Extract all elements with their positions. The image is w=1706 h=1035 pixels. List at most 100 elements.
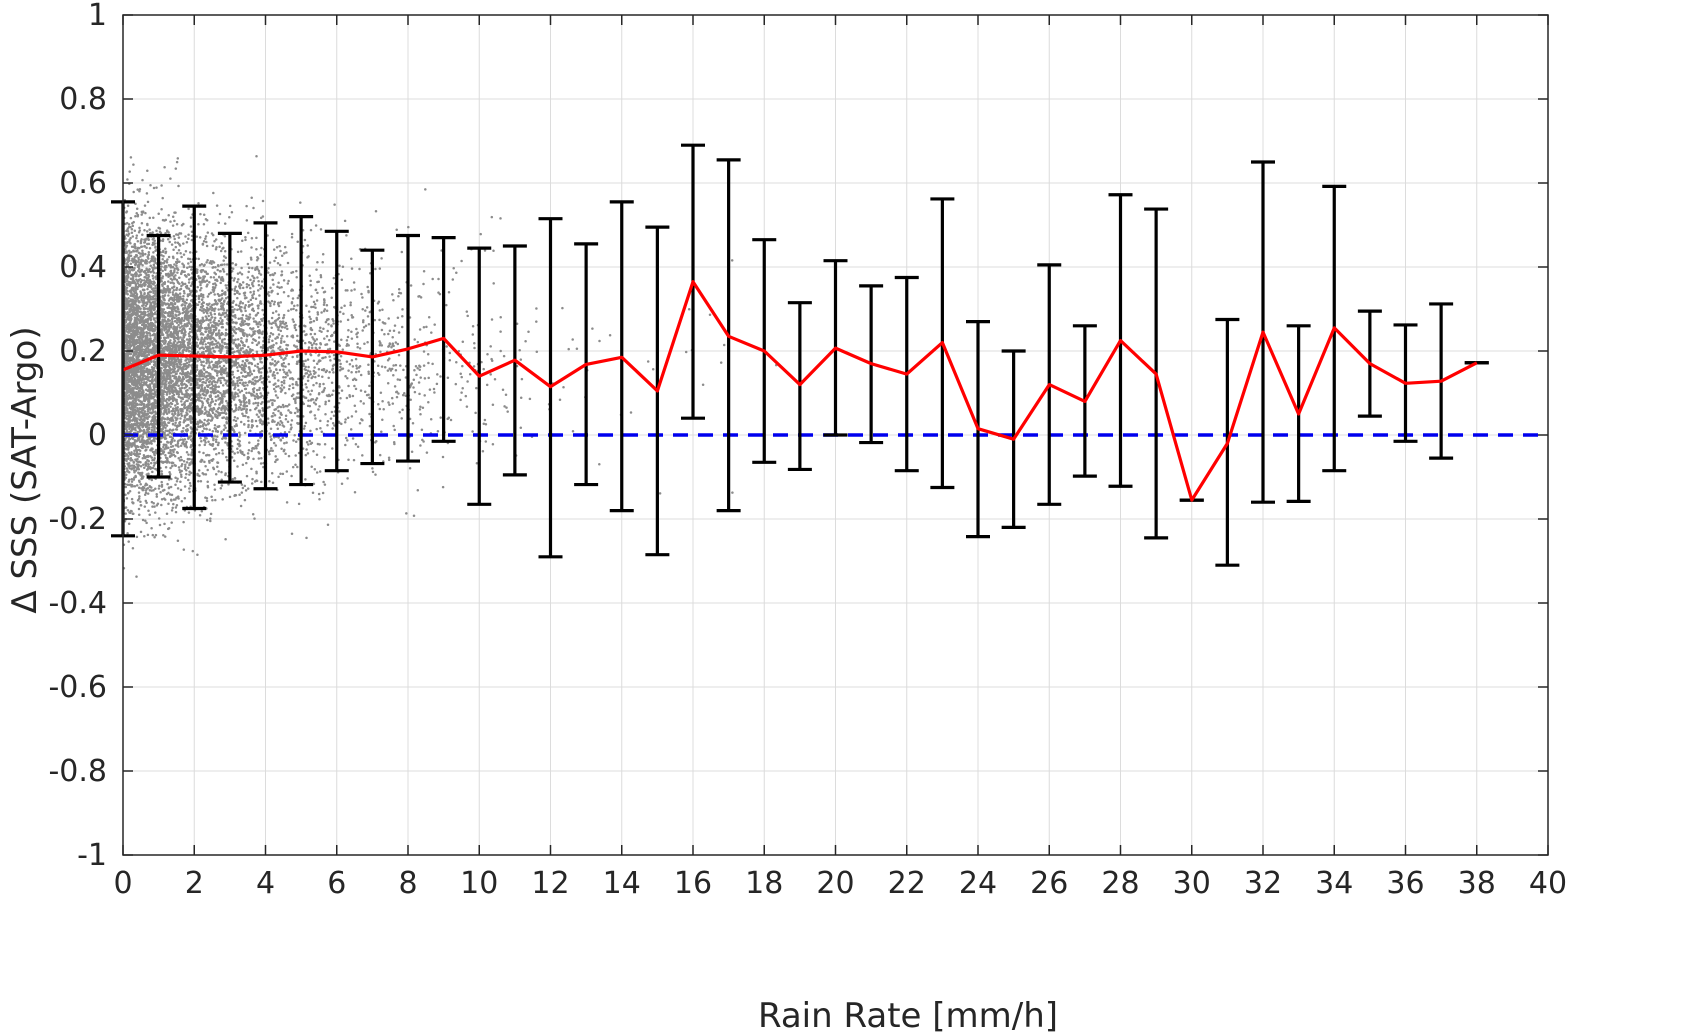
scatter-point <box>149 461 153 465</box>
scatter-point <box>390 396 394 400</box>
scatter-point <box>244 309 247 313</box>
scatter-point <box>276 262 280 265</box>
scatter-point <box>175 314 178 318</box>
scatter-point <box>135 211 138 215</box>
scatter-point <box>367 323 371 326</box>
scatter-point <box>428 388 432 391</box>
scatter-point <box>133 444 137 448</box>
scatter-point <box>272 238 275 242</box>
scatter-point <box>305 304 308 308</box>
scatter-point <box>567 347 570 351</box>
scatter-point <box>180 324 184 328</box>
scatter-point <box>215 452 218 456</box>
scatter-point <box>285 343 288 347</box>
scatter-point <box>355 327 358 331</box>
scatter-point <box>160 208 163 211</box>
scatter-point <box>245 333 248 336</box>
scatter-point <box>483 418 487 422</box>
scatter-point <box>173 448 176 451</box>
scatter-point <box>272 441 276 445</box>
scatter-point <box>216 395 220 398</box>
scatter-point <box>138 226 141 230</box>
scatter-point <box>237 375 241 379</box>
scatter-point <box>237 304 241 307</box>
scatter-point <box>161 489 165 492</box>
scatter-point <box>132 478 136 481</box>
scatter-point <box>200 263 204 266</box>
scatter-point <box>144 252 147 256</box>
scatter-point <box>273 376 276 380</box>
scatter-point <box>175 362 179 366</box>
scatter-point <box>268 452 271 456</box>
scatter-point <box>221 384 225 387</box>
scatter-point <box>269 286 272 289</box>
scatter-point <box>163 266 166 269</box>
scatter-point <box>154 410 157 414</box>
scatter-point <box>349 301 352 304</box>
scatter-point <box>243 291 247 294</box>
scatter-point <box>268 334 272 338</box>
scatter-point <box>157 487 161 490</box>
scatter-point <box>261 349 264 353</box>
scatter-point <box>198 450 201 454</box>
scatter-point <box>351 365 355 368</box>
scatter-point <box>473 341 476 345</box>
scatter-point <box>198 419 202 422</box>
scatter-point <box>207 314 210 318</box>
scatter-point <box>239 449 242 452</box>
scatter-point <box>340 422 343 426</box>
scatter-point <box>312 482 316 486</box>
scatter-point <box>343 219 347 223</box>
scatter-point <box>207 292 211 296</box>
scatter-point <box>138 310 142 313</box>
scatter-point <box>216 371 219 375</box>
scatter-point <box>251 281 254 285</box>
scatter-point <box>206 272 209 276</box>
scatter-point <box>276 371 279 375</box>
scatter-point <box>164 426 167 429</box>
scatter-point <box>282 368 285 371</box>
scatter-point <box>233 287 237 290</box>
scatter-point <box>253 394 257 398</box>
scatter-point <box>195 341 198 345</box>
scatter-point <box>152 271 156 274</box>
scatter-point <box>134 247 137 250</box>
scatter-point <box>313 467 317 471</box>
scatter-point <box>241 281 245 284</box>
scatter-point <box>196 338 200 341</box>
scatter-point <box>214 473 218 476</box>
scatter-point <box>196 303 200 307</box>
scatter-point <box>324 400 327 404</box>
scatter-point <box>480 360 483 364</box>
scatter-point <box>482 422 486 426</box>
scatter-point <box>287 454 291 458</box>
scatter-point <box>387 458 391 462</box>
scatter-point <box>186 266 189 270</box>
scatter-point <box>235 303 238 307</box>
scatter-point <box>269 370 272 373</box>
scatter-point <box>261 366 264 370</box>
scatter-point <box>142 282 146 285</box>
scatter-point <box>216 465 219 469</box>
scatter-point <box>379 341 382 345</box>
scatter-point <box>277 333 281 336</box>
scatter-point <box>182 548 186 551</box>
scatter-point <box>331 447 334 450</box>
scatter-point <box>141 233 144 236</box>
scatter-point <box>360 292 363 296</box>
scatter-point <box>255 154 258 158</box>
scatter-point <box>273 414 277 417</box>
scatter-point <box>274 444 278 447</box>
scatter-point <box>387 401 390 404</box>
scatter-point <box>291 355 294 359</box>
scatter-point <box>257 457 261 460</box>
scatter-point <box>130 451 133 454</box>
scatter-point <box>155 229 158 232</box>
scatter-point <box>176 271 179 274</box>
scatter-point <box>519 396 523 400</box>
scatter-point <box>282 361 286 365</box>
scatter-point <box>316 442 320 446</box>
scatter-point <box>291 318 295 321</box>
scatter-point <box>492 249 495 252</box>
